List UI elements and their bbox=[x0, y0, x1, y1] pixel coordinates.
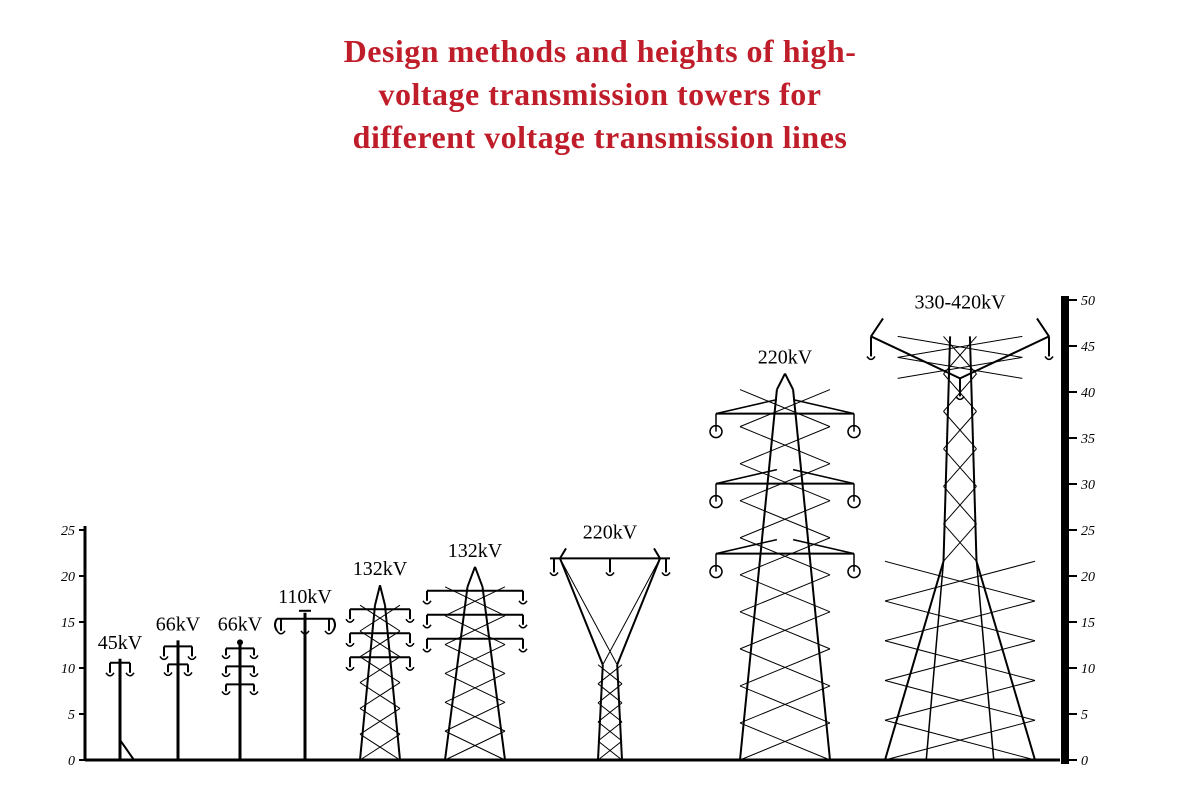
right-axis-tick-label: 20 bbox=[1081, 570, 1095, 585]
tower-t8: 220kV bbox=[710, 347, 860, 760]
tower-t9: 330-420kV bbox=[867, 291, 1053, 760]
tower-height-diagram: 0 5 10 15 20 25 0 5 10 15 20 25 30 35 40 45 50 45kV 66kV 66… bbox=[30, 260, 1170, 770]
tower-t5: 132kV bbox=[346, 558, 414, 760]
tower-label: 66kV bbox=[218, 613, 263, 635]
tower-label: 330-420kV bbox=[914, 291, 1006, 313]
right-axis-tick-label: 25 bbox=[1081, 524, 1095, 539]
tower-t1: 45kV bbox=[98, 632, 143, 760]
tower-label: 45kV bbox=[98, 632, 143, 654]
page-title: Design methods and heights of high- volt… bbox=[180, 30, 1020, 160]
title-line-1: Design methods and heights of high- bbox=[180, 30, 1020, 73]
tower-label: 220kV bbox=[758, 347, 813, 369]
left-axis-tick-label: 20 bbox=[61, 570, 75, 585]
right-axis-tick-label: 15 bbox=[1081, 616, 1095, 631]
left-axis-tick-label: 5 bbox=[68, 708, 75, 723]
left-axis-tick-label: 0 bbox=[68, 754, 75, 769]
tower-label: 220kV bbox=[583, 521, 638, 543]
tower-label: 66kV bbox=[156, 613, 201, 635]
left-axis-tick-label: 25 bbox=[61, 524, 75, 539]
tower-t6: 132kV bbox=[423, 540, 527, 760]
right-axis-tick-label: 45 bbox=[1081, 340, 1095, 355]
right-axis-tick-label: 0 bbox=[1081, 754, 1088, 769]
right-axis-tick-label: 40 bbox=[1081, 386, 1095, 401]
right-axis-tick-label: 30 bbox=[1080, 478, 1095, 493]
title-line-2: voltage transmission towers for bbox=[180, 73, 1020, 116]
tower-t3: 66kV bbox=[218, 613, 263, 760]
tower-t7: 220kV bbox=[550, 521, 670, 760]
left-axis-tick-label: 10 bbox=[61, 662, 75, 677]
tower-label: 110kV bbox=[278, 586, 332, 608]
right-axis-tick-label: 50 bbox=[1081, 294, 1095, 309]
title-line-3: different voltage transmission lines bbox=[180, 116, 1020, 159]
right-axis-tick-label: 5 bbox=[1081, 708, 1088, 723]
tower-label: 132kV bbox=[353, 558, 408, 580]
left-axis-tick-label: 15 bbox=[61, 616, 75, 631]
tower-t2: 66kV bbox=[156, 613, 201, 760]
right-axis-tick-label: 10 bbox=[1081, 662, 1095, 677]
tower-t4: 110kV bbox=[275, 586, 335, 760]
right-axis-tick-label: 35 bbox=[1080, 432, 1095, 447]
tower-label: 132kV bbox=[448, 540, 503, 562]
